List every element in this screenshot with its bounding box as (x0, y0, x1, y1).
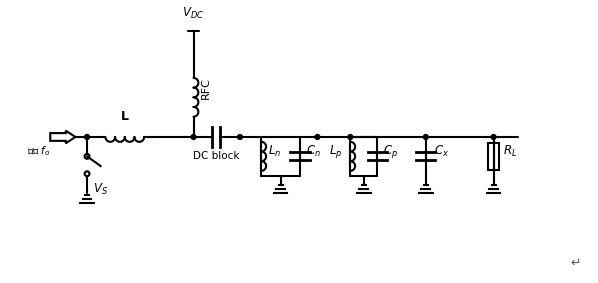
Text: $L_n$: $L_n$ (268, 144, 281, 159)
Text: $C_n$: $C_n$ (306, 144, 321, 159)
Text: ↵: ↵ (570, 256, 581, 269)
Text: $R_L$: $R_L$ (503, 144, 517, 159)
Circle shape (491, 134, 496, 140)
Text: $L_p$: $L_p$ (329, 143, 343, 160)
FancyArrow shape (50, 131, 75, 143)
Text: L: L (121, 110, 129, 123)
Text: 驱动 $f_o$: 驱动 $f_o$ (27, 145, 51, 158)
Circle shape (315, 134, 320, 140)
Circle shape (237, 134, 242, 140)
Circle shape (348, 134, 353, 140)
Circle shape (85, 134, 90, 140)
Bar (488, 143, 499, 170)
Text: $C_x$: $C_x$ (434, 144, 448, 159)
Text: $V_{DC}$: $V_{DC}$ (182, 6, 205, 21)
Circle shape (191, 134, 196, 140)
Text: RFC: RFC (202, 77, 211, 98)
Text: $V_S$: $V_S$ (93, 181, 108, 197)
Circle shape (423, 134, 428, 140)
Text: DC block: DC block (193, 151, 239, 160)
Text: $C_p$: $C_p$ (383, 143, 398, 160)
